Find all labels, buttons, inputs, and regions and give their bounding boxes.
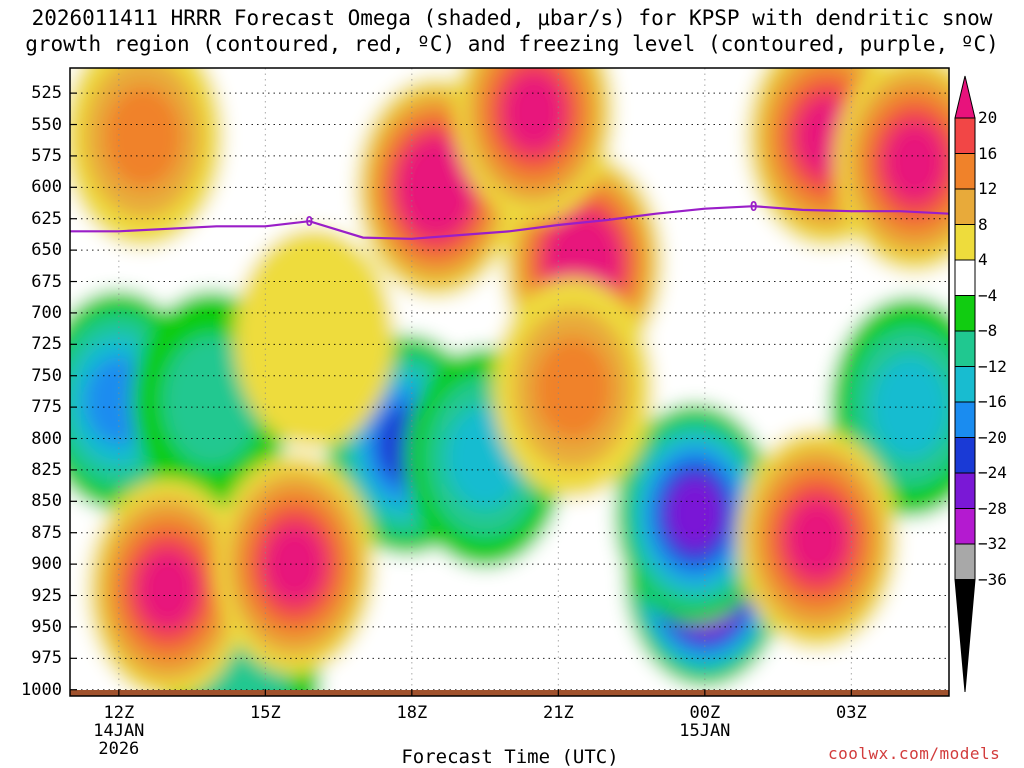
y-tick-label-800: 800 <box>31 428 62 449</box>
chart-title-line-2: growth region (contoured, red, ºC) and f… <box>25 32 999 56</box>
omega-contour-16-4 <box>503 72 565 152</box>
y-tick-label-1000: 1000 <box>21 679 62 700</box>
colorbar-bin-9 <box>954 437 976 474</box>
colorbar-label-11: −28 <box>978 498 1007 518</box>
omega-contour-8-5 <box>407 150 465 224</box>
y-tick-label-850: 850 <box>31 491 62 512</box>
colorbar-label-5: −4 <box>978 285 998 305</box>
omega-contour-14-4 <box>786 499 848 579</box>
x-tick-label-00Z: 00Z 15JAN <box>679 703 731 741</box>
y-tick-label-900: 900 <box>31 554 62 575</box>
ground-strip <box>70 690 949 696</box>
y-tick-label-550: 550 <box>31 114 62 135</box>
omega-contour-15-2 <box>104 85 182 189</box>
colorbar-bin-5 <box>954 295 976 332</box>
colorbar-bin-4 <box>954 259 976 296</box>
omega-contour-6-2 <box>871 355 949 459</box>
y-tick-label-650: 650 <box>31 240 62 261</box>
x-tick-label-12Z: 12Z 14JAN 2026 <box>93 703 145 759</box>
x-tick-label-21Z: 21Z <box>542 703 574 723</box>
x-tick-label-03Z: 03Z <box>835 703 867 723</box>
x-tick-label-18Z: 18Z <box>396 703 428 723</box>
colorbar-label-6: −8 <box>978 321 998 340</box>
colorbar-bin-11 <box>954 508 976 545</box>
colorbar-label-9: −20 <box>978 427 1007 447</box>
y-tick-label-725: 725 <box>31 334 62 355</box>
y-tick-label-575: 575 <box>31 145 62 166</box>
colorbar-label-2: 12 <box>978 179 998 198</box>
freezing-level-label-1: 0 <box>750 200 758 215</box>
colorbar-bin-0 <box>954 117 976 154</box>
y-tick-label-975: 975 <box>31 648 62 669</box>
colorbar-label-3: 8 <box>978 214 988 234</box>
y-tick-label-750: 750 <box>31 365 62 386</box>
omega-field <box>70 68 949 696</box>
colorbar-label-4: 4 <box>978 250 988 269</box>
colorbar-label-0: 20 <box>978 108 998 127</box>
y-tick-label-775: 775 <box>31 397 62 418</box>
colorbar-bin-3 <box>954 224 976 261</box>
colorbar-bin-1 <box>954 153 976 190</box>
omega-contour-13-4 <box>264 524 326 604</box>
omega-contour-17-0 <box>234 228 395 449</box>
omega-contour-12-4 <box>137 549 199 629</box>
credit-text: coolwx.com/models <box>828 744 1001 763</box>
colorbar-label-8: −16 <box>978 392 1007 411</box>
omega-contour-18-2 <box>534 336 612 440</box>
colorbar-label-1: 16 <box>978 143 998 163</box>
y-tick-label-625: 625 <box>31 208 62 229</box>
y-tick-label-525: 525 <box>31 83 62 104</box>
chart-title-line-1: 2026011411 HRRR Forecast Omega (shaded, … <box>31 6 993 30</box>
x-tick-label-15Z: 15Z <box>249 703 281 723</box>
freezing-level-label-0: 0 <box>305 215 313 230</box>
colorbar-label-13: −36 <box>978 569 1007 589</box>
x-axis-title: Forecast Time (UTC) <box>401 746 619 768</box>
omega-contour-11-4 <box>884 122 946 202</box>
colorbar-top-arrow <box>954 75 976 119</box>
y-tick-label-875: 875 <box>31 522 62 543</box>
colorbar-bin-12 <box>954 543 976 580</box>
colorbar-bin-8 <box>954 401 976 438</box>
y-tick-label-700: 700 <box>31 302 62 323</box>
colorbar-label-7: −12 <box>978 356 1007 376</box>
colorbar-bin-10 <box>954 472 976 509</box>
colorbar-bin-7 <box>954 366 976 403</box>
colorbar-bottom-arrow <box>954 579 976 693</box>
colorbar-label-10: −24 <box>978 463 1007 482</box>
y-tick-label-950: 950 <box>31 616 62 637</box>
omega-contour-1-1 <box>162 334 261 467</box>
colorbar-bin-2 <box>954 188 976 225</box>
y-tick-label-600: 600 <box>31 177 62 198</box>
y-tick-label-675: 675 <box>31 271 62 292</box>
omega-contour-5-5 <box>666 477 724 551</box>
plot-frame <box>69 67 950 697</box>
y-tick-label-925: 925 <box>31 585 62 606</box>
colorbar-label-12: −32 <box>978 534 1007 553</box>
freezing-level-line <box>70 205 950 240</box>
y-tick-label-825: 825 <box>31 459 62 480</box>
colorbar-bin-6 <box>954 330 976 367</box>
